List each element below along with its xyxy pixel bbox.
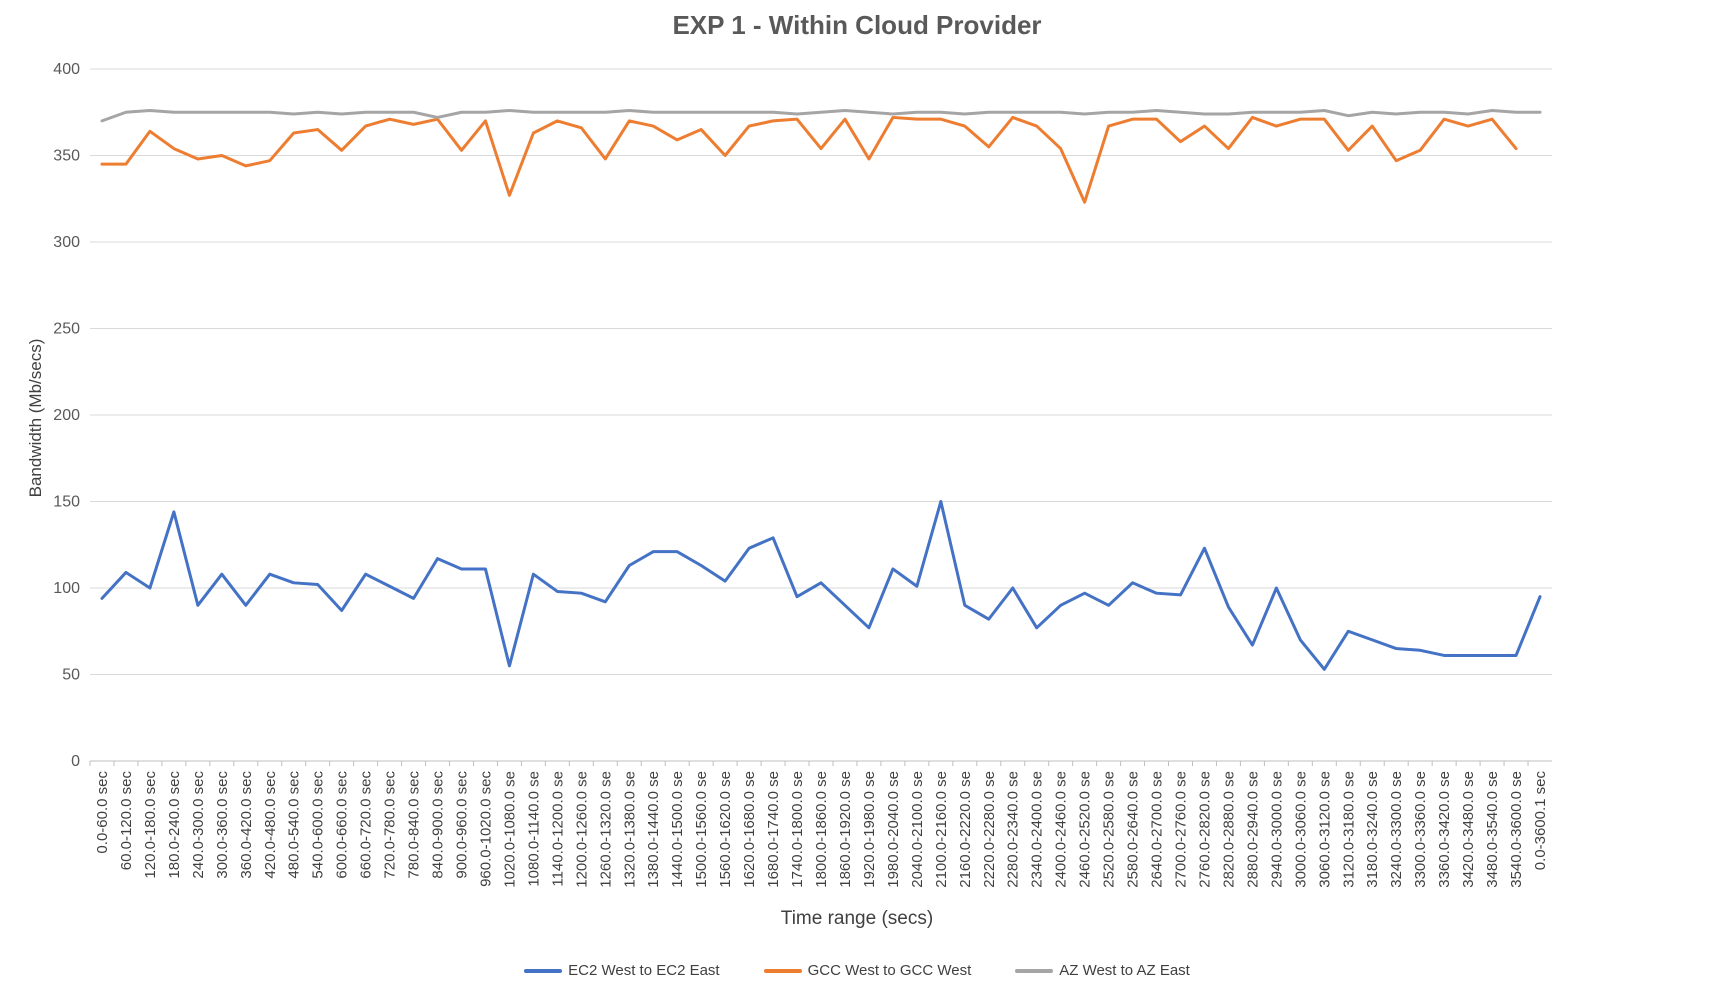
x-tick-label: 240.0-300.0 sec bbox=[190, 771, 207, 879]
legend-item-ec2: EC2 West to EC2 East bbox=[524, 962, 720, 979]
y-tick-label: 50 bbox=[62, 667, 80, 684]
y-tick-label: 0 bbox=[71, 753, 80, 770]
x-tick-label: 2580.0-2640.0 se bbox=[1125, 771, 1142, 888]
x-tick-label: 3420.0-3480.0 se bbox=[1460, 771, 1477, 888]
chart-title: EXP 1 - Within Cloud Provider bbox=[672, 10, 1042, 40]
x-tick-label: 2040.0-2100.0 se bbox=[909, 771, 926, 888]
x-tick-label: 300.0-360.0 sec bbox=[214, 771, 231, 879]
x-tick-label: 1200.0-1260.0 se bbox=[573, 771, 590, 888]
x-tick-label: 180.0-240.0 sec bbox=[166, 771, 183, 879]
x-tick-label: 1500.0-1560.0 se bbox=[693, 771, 710, 888]
x-tick-label: 3000.0-3060.0 se bbox=[1292, 771, 1309, 888]
x-tick-label: 780.0-840.0 sec bbox=[406, 771, 423, 879]
x-tick-label: 1620.0-1680.0 se bbox=[741, 771, 758, 888]
x-tick-label: 1440.0-1500.0 se bbox=[669, 771, 686, 888]
legend-label-gcc: GCC West to GCC West bbox=[807, 962, 972, 979]
legend-item-az: AZ West to AZ East bbox=[1015, 962, 1190, 979]
x-tick-label: 480.0-540.0 sec bbox=[286, 771, 303, 879]
x-axis-ticks: 0.0-60.0 sec 60.0-120.0 sec 120.0-180.0 se… bbox=[89, 761, 1549, 888]
x-tick-label: 1080.0-1140.0 se bbox=[525, 771, 542, 887]
x-tick-label: 3360.0-3420.0 se bbox=[1436, 771, 1453, 888]
series-lines bbox=[100, 109, 1542, 671]
legend-swatch-az bbox=[1015, 968, 1054, 973]
x-tick-label: 0.0-3600.1 sec bbox=[1532, 771, 1549, 871]
y-tick-label: 350 bbox=[53, 148, 80, 165]
x-tick-label: 1560.0-1620.0 se bbox=[717, 771, 734, 888]
x-tick-label: 2820.0-2880.0 se bbox=[1220, 771, 1237, 888]
x-tick-label: 2520.0-2580.0 se bbox=[1101, 771, 1118, 888]
x-tick-label: 2100.0-2160.0 se bbox=[933, 771, 950, 888]
series-line-az bbox=[100, 109, 1542, 123]
series-line-gcc bbox=[100, 115, 1518, 204]
y-tick-label: 200 bbox=[53, 407, 80, 424]
x-tick-label: 1920.0-1980.0 se bbox=[861, 771, 878, 888]
x-tick-label: 660.0-720.0 sec bbox=[358, 771, 375, 879]
x-tick-label: 2700.0-2760.0 se bbox=[1173, 771, 1190, 888]
y-tick-label: 400 bbox=[53, 61, 80, 78]
legend-swatch-ec2 bbox=[524, 968, 563, 973]
x-tick-label: 3300.0-3360.0 se bbox=[1412, 771, 1429, 888]
x-tick-label: 2160.0-2220.0 se bbox=[957, 771, 974, 888]
x-tick-label: 3060.0-3120.0 se bbox=[1316, 771, 1333, 888]
legend-label-ec2: EC2 West to EC2 East bbox=[568, 962, 720, 979]
y-tick-label: 300 bbox=[53, 234, 80, 251]
x-tick-label: 60.0-120.0 sec bbox=[118, 771, 135, 871]
legend-swatch-gcc bbox=[763, 968, 802, 973]
x-tick-label: 1380.0-1440.0 se bbox=[645, 771, 662, 888]
x-tick-label: 1800.0-1860.0 se bbox=[813, 771, 830, 888]
x-tick-label: 1740.0-1800.0 se bbox=[789, 771, 806, 888]
legend-label-az: AZ West to AZ East bbox=[1059, 962, 1190, 979]
x-tick-label: 1020.0-1080.0 se bbox=[501, 771, 518, 888]
legend: EC2 West to EC2 East GCC West to GCC Wes… bbox=[0, 962, 1714, 979]
x-tick-label: 840.0-900.0 sec bbox=[430, 771, 447, 879]
x-tick-label: 2760.0-2820.0 se bbox=[1196, 771, 1213, 888]
x-tick-label: 600.0-660.0 sec bbox=[334, 771, 351, 879]
x-tick-label: 360.0-420.0 sec bbox=[238, 771, 255, 879]
x-tick-label: 3120.0-3180.0 se bbox=[1340, 771, 1357, 888]
x-tick-label: 3480.0-3540.0 se bbox=[1484, 771, 1501, 888]
x-tick-label: 1320.0-1380.0 se bbox=[621, 771, 638, 888]
x-tick-label: 1140.0-1200.0 se bbox=[549, 771, 566, 887]
x-tick-label: 2400.0-2460.0 se bbox=[1053, 771, 1070, 888]
x-tick-label: 1260.0-1320.0 se bbox=[597, 771, 614, 888]
series-line-ec2 bbox=[100, 500, 1542, 671]
x-tick-label: 1860.0-1920.0 se bbox=[837, 771, 854, 888]
x-tick-label: 420.0-480.0 sec bbox=[262, 771, 279, 879]
x-tick-label: 2280.0-2340.0 se bbox=[1005, 771, 1022, 888]
x-tick-label: 960.0-1020.0 sec bbox=[477, 771, 494, 887]
x-tick-label: 1680.0-1740.0 se bbox=[765, 771, 782, 888]
x-tick-label: 2220.0-2280.0 se bbox=[981, 771, 998, 888]
x-tick-label: 720.0-780.0 sec bbox=[382, 771, 399, 879]
y-tick-label: 250 bbox=[53, 321, 80, 338]
y-tick-label: 150 bbox=[53, 494, 80, 511]
x-tick-label: 0.0-60.0 sec bbox=[94, 771, 111, 854]
x-tick-label: 2460.0-2520.0 se bbox=[1077, 771, 1094, 888]
x-tick-label: 2340.0-2400.0 se bbox=[1029, 771, 1046, 888]
x-tick-label: 3240.0-3300.0 se bbox=[1388, 771, 1405, 888]
gridlines bbox=[90, 68, 1552, 762]
x-axis-title: Time range (secs) bbox=[780, 908, 934, 929]
legend-item-gcc: GCC West to GCC West bbox=[763, 962, 972, 979]
y-tick-label: 100 bbox=[53, 580, 80, 597]
x-tick-label: 540.0-600.0 sec bbox=[310, 771, 327, 879]
x-tick-label: 900.0-960.0 sec bbox=[453, 771, 470, 879]
x-tick-label: 2640.0-2700.0 se bbox=[1149, 771, 1166, 888]
x-tick-label: 2880.0-2940.0 se bbox=[1244, 771, 1261, 888]
x-tick-label: 2940.0-3000.0 se bbox=[1268, 771, 1285, 888]
x-tick-label: 120.0-180.0 sec bbox=[142, 771, 159, 879]
y-axis-ticks: 0 50 100 150 200 250 300 350 400 bbox=[53, 61, 80, 770]
x-tick-label: 3540.0-3600.0 se bbox=[1508, 771, 1525, 888]
x-tick-label: 3180.0-3240.0 se bbox=[1364, 771, 1381, 888]
x-tick-label: 1980.0-2040.0 se bbox=[885, 771, 902, 888]
